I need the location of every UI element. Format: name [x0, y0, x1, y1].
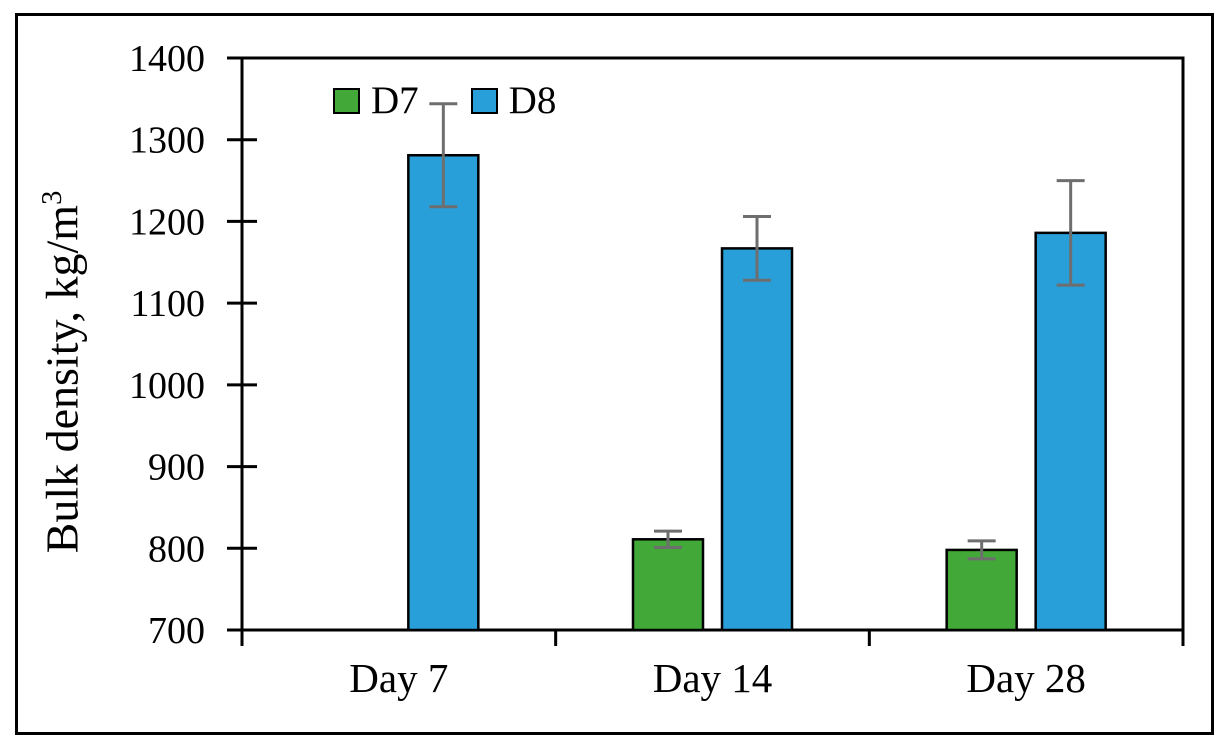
y-tick-label-1000: 1000 [129, 365, 205, 407]
y-tick-label-1300: 1300 [129, 120, 205, 162]
bar-d7-day-28 [945, 548, 1018, 632]
chart-legend: D7 D8 [333, 78, 556, 123]
y-tick-label-1100: 1100 [130, 283, 205, 325]
bar-d8-day-14 [720, 247, 794, 632]
y-axis-title: Bulk density, kg/m3 [36, 191, 89, 554]
legend-swatch-d8 [470, 87, 498, 114]
legend-swatch-d7 [333, 87, 360, 114]
y-tick-label-800: 800 [148, 528, 205, 570]
x-tick-label-day-14: Day 14 [653, 655, 773, 701]
y-tick-label-900: 900 [148, 447, 205, 489]
bar-d8-day-7 [407, 153, 480, 632]
legend-item-d7: D7 [333, 78, 419, 123]
legend-label-d8: D8 [508, 79, 557, 122]
x-tick-label-day-28: Day 28 [966, 655, 1086, 701]
legend-label-d7: D7 [371, 79, 419, 122]
y-tick-label-1400: 1400 [129, 38, 205, 80]
y-axis-title-superscript: 3 [37, 190, 69, 205]
plot-area-border [240, 56, 1185, 632]
bar-d7-day-14 [631, 538, 705, 632]
y-tick-label-700: 700 [148, 610, 205, 652]
bar-d8-day-28 [1034, 231, 1107, 632]
y-axis-title-text: Bulk density, kg/m [36, 204, 88, 554]
y-tick-label-1200: 1200 [129, 201, 205, 243]
legend-item-d8: D8 [470, 78, 557, 123]
x-tick-label-day-7: Day 7 [349, 655, 448, 701]
